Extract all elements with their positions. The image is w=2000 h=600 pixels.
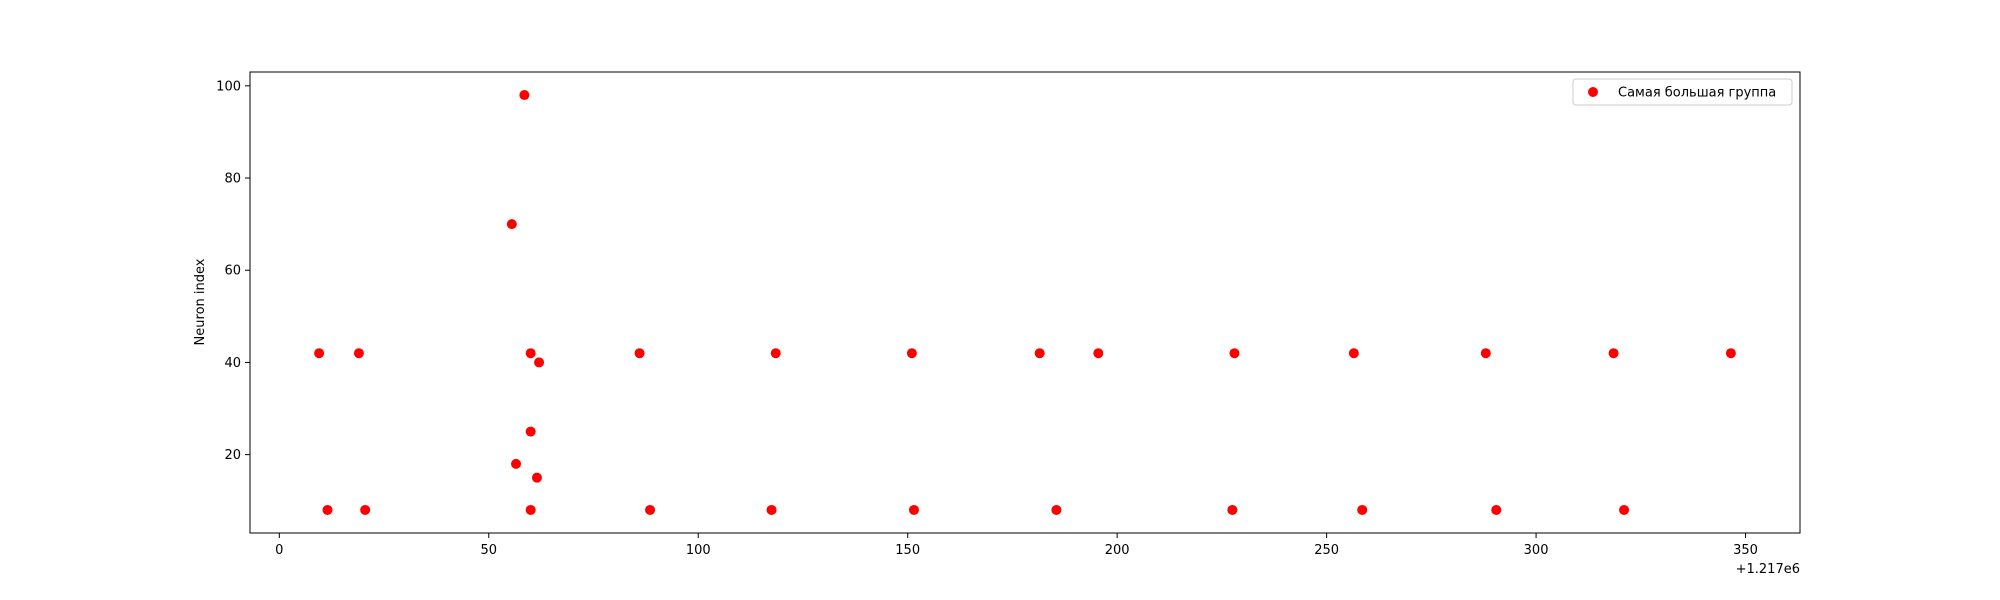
legend-marker xyxy=(1588,87,1598,97)
y-tick-label: 80 xyxy=(224,172,241,187)
x-tick-label: 200 xyxy=(1105,543,1130,558)
data-point xyxy=(1229,348,1240,359)
data-point xyxy=(645,504,656,515)
legend-label: Самая большая группа xyxy=(1618,86,1776,101)
legend: Самая большая группа xyxy=(1572,78,1793,106)
data-point xyxy=(314,348,325,359)
data-point xyxy=(511,458,522,469)
marks-layer xyxy=(314,90,1736,515)
x-tick-label: 350 xyxy=(1733,543,1758,558)
data-point xyxy=(1357,504,1368,515)
y-tick-label: 20 xyxy=(224,448,241,463)
data-point xyxy=(634,348,645,359)
plot-area xyxy=(250,72,1800,533)
data-point xyxy=(1034,348,1045,359)
plot-frame xyxy=(249,71,1801,534)
data-point xyxy=(1608,348,1619,359)
x-tick-label: 0 xyxy=(275,543,283,558)
x-tick-label: 50 xyxy=(481,543,498,558)
data-point xyxy=(1348,348,1359,359)
ticks-layer: 0 50 100 150 200 250 300 350 20 40 60 80 100 xyxy=(216,79,1758,558)
data-point xyxy=(506,219,517,230)
y-tick-label: 60 xyxy=(224,264,241,279)
data-point xyxy=(1725,348,1736,359)
data-point xyxy=(1491,504,1502,515)
data-point xyxy=(1093,348,1104,359)
data-point xyxy=(519,90,530,101)
data-point xyxy=(1480,348,1491,359)
data-point xyxy=(534,357,545,368)
data-point xyxy=(322,504,333,515)
y-tick-label: 100 xyxy=(216,79,241,94)
data-point xyxy=(906,348,917,359)
data-point xyxy=(525,504,536,515)
x-tick-label: 250 xyxy=(1314,543,1339,558)
data-point xyxy=(1051,504,1062,515)
data-point xyxy=(531,472,542,483)
legend-box xyxy=(1572,78,1793,106)
x-axis-offset-label: +1.217e6 xyxy=(1736,562,1800,577)
data-point xyxy=(770,348,781,359)
data-point xyxy=(766,504,777,515)
data-point xyxy=(1227,504,1238,515)
x-tick-label: 300 xyxy=(1524,543,1549,558)
x-tick-label: 150 xyxy=(895,543,920,558)
data-point xyxy=(1619,504,1630,515)
y-axis-label: Neuron index xyxy=(193,258,208,345)
data-point xyxy=(360,504,371,515)
data-point xyxy=(525,426,536,437)
data-point xyxy=(353,348,364,359)
data-point xyxy=(908,504,919,515)
y-tick-label: 40 xyxy=(224,356,241,371)
x-tick-label: 100 xyxy=(686,543,711,558)
data-point xyxy=(525,348,536,359)
